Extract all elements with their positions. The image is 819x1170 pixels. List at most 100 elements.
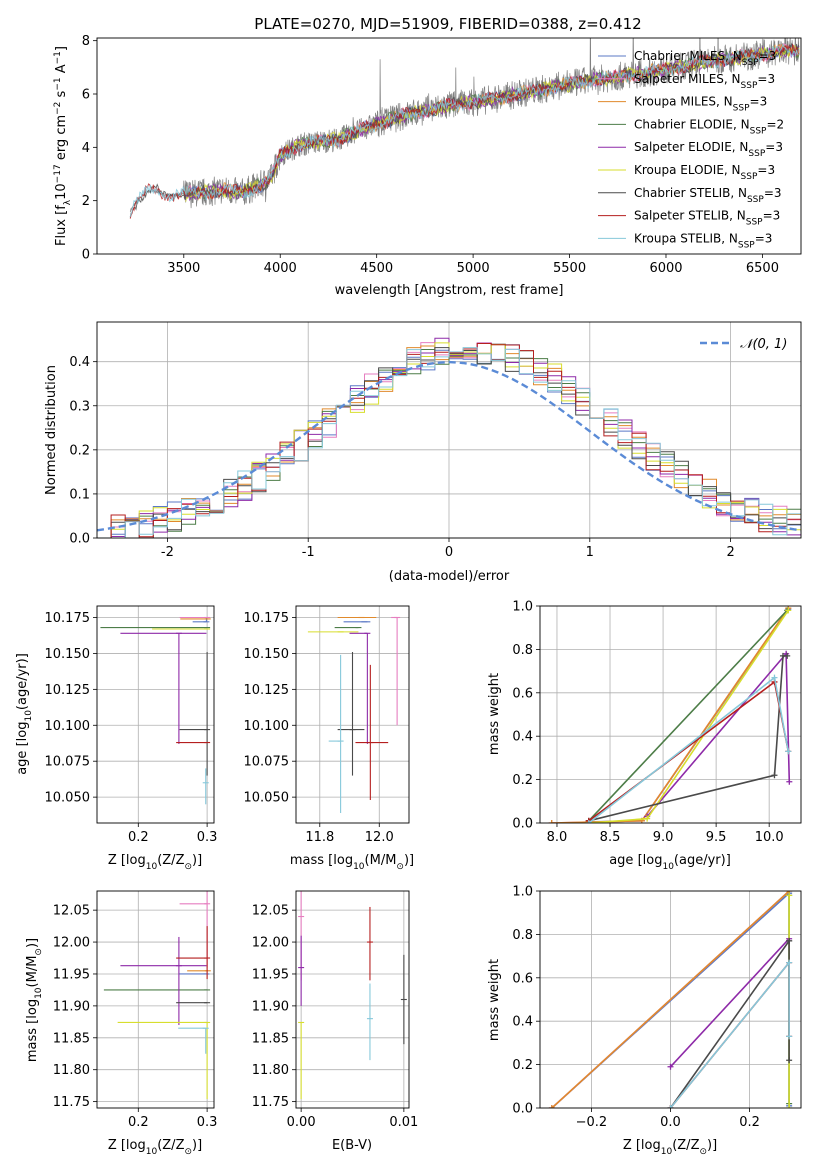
axis-box — [96, 321, 802, 539]
axes-age_vs_mass: 11.8 12.0 10.050 10.075 10.100 10.125 10.150 10… — [244, 605, 414, 872]
grid — [97, 606, 214, 823]
series-chabrier-elodie — [585, 607, 791, 823]
y-axis-label: mass weight — [487, 959, 502, 1041]
plot-area — [548, 891, 793, 1108]
x-axis-label: age [log10(age/yr)] — [609, 853, 731, 872]
series-marker — [667, 1105, 674, 1108]
x-tick-label: -2 — [161, 545, 174, 560]
y-tick-label: 1.0 — [512, 600, 533, 615]
y-axis-label: Normed distribution — [44, 365, 59, 495]
y-tick-label: 11.75 — [252, 1095, 289, 1110]
y-tick-label: 8 — [82, 34, 90, 49]
series-marker — [771, 674, 778, 681]
y-tick-label: 0.8 — [512, 928, 533, 943]
axes-weight_vs_age: 8.0 8.5 9.0 9.5 10.0 0.0 0.2 0.4 0.6 0.8 1.0 age [l… — [487, 600, 802, 872]
x-axis-label: Z [log10(Z/Z⊙)] — [108, 853, 202, 872]
axes-mass_vs_Z: 0.2 0.3 11.75 11.80 11.85 11.90 11.95 12.00 12.0… — [25, 890, 217, 1157]
y-tick-label: 11.80 — [252, 1063, 289, 1078]
y-tick-label: 2 — [82, 194, 90, 209]
legend-label-kroupa-stelib: Kroupa STELIB, NSSP=3 — [634, 231, 772, 250]
y-tick-label: 0.2 — [69, 443, 90, 458]
y-axis-label: age [log10(age/yr)] — [15, 653, 34, 775]
series-chabrier-stelib — [667, 937, 793, 1108]
x-tick-label: −0.2 — [576, 1115, 608, 1130]
plot-area — [548, 606, 793, 823]
point-salpeter-stelib — [355, 664, 389, 801]
y-tick-label: 0.4 — [69, 355, 90, 370]
plot-area — [100, 616, 211, 805]
series-line — [588, 609, 789, 823]
point-salpeter-elodie — [120, 632, 207, 744]
axis-frame: -2 -1 0 1 2 0.0 0.1 0.2 0.3 0.4 (data-model)/error… — [44, 321, 802, 584]
series-line — [551, 891, 790, 1108]
series-salpeter-elodie — [644, 650, 793, 820]
x-axis-label: E(B-V) — [332, 1138, 372, 1153]
axes-mass_vs_EBV: 0.00 0.01 11.75 11.80 11.85 11.90 11.95 12.00 12… — [252, 890, 418, 1153]
y-axis-label: mass [log10(M/M⊙)] — [25, 938, 44, 1062]
plot-area — [307, 616, 401, 813]
x-tick-label: 0.01 — [389, 1115, 418, 1130]
series-salpeter-miles — [548, 606, 792, 823]
series-kroupa-miles — [548, 606, 792, 823]
x-tick-label: 10.0 — [755, 830, 784, 845]
grid — [97, 891, 214, 1108]
y-tick-label: 11.95 — [53, 967, 90, 982]
y-tick-label: 10.100 — [244, 719, 290, 734]
x-axis-label: (data-model)/error — [389, 569, 510, 584]
series-marker — [786, 937, 793, 944]
grid — [296, 891, 409, 1108]
histogram-kroupa-stelib — [97, 347, 801, 538]
x-tick-label: 9.5 — [706, 830, 727, 845]
series-marker — [786, 892, 793, 899]
y-tick-label: 11.75 — [53, 1095, 90, 1110]
legend-label-kroupa-miles: Kroupa MILES, NSSP=3 — [634, 95, 767, 114]
axis-frame: −0.2 0.0 0.2 0.0 0.2 0.4 0.6 0.8 1.0 Z [log10(Z/Z… — [487, 885, 802, 1157]
point-salpeter-miles — [391, 616, 401, 726]
series-line — [588, 609, 788, 822]
axis-box — [539, 605, 802, 824]
series-marker — [548, 1105, 555, 1108]
axes-spectrum: 3500 4000 4500 5000 5500 6000 6500 0 2 4 6 8 wavelen… — [53, 34, 802, 298]
series-line — [669, 938, 790, 1108]
x-tick-label: -1 — [302, 545, 315, 560]
axes-residuals: -2 -1 0 1 2 0.0 0.1 0.2 0.3 0.4 (data-model)/error… — [44, 321, 802, 584]
x-tick-label: 12.0 — [365, 830, 394, 845]
y-tick-label: 10.050 — [45, 791, 91, 806]
point-salpeter-elodie — [298, 935, 305, 1006]
x-tick-label: 4000 — [264, 261, 297, 276]
x-tick-label: 8.0 — [547, 830, 568, 845]
x-axis-label: Z [log10(Z/Z⊙)] — [108, 1138, 202, 1157]
y-axis-label: Flux [fλ10−17 erg cm−2 s−1 A−1] — [53, 46, 73, 246]
y-tick-label: 10.150 — [45, 647, 91, 662]
legend-label-normal: 𝒩(0, 1) — [740, 337, 787, 352]
series-marker — [644, 815, 651, 822]
x-axis-label: wavelength [Angstrom, rest frame] — [335, 283, 564, 298]
y-tick-label: 0.0 — [69, 532, 90, 547]
legend-label-salpeter-elodie: Salpeter ELODIE, NSSP=3 — [634, 140, 783, 159]
point-chabrier-miles — [192, 617, 210, 623]
series-marker — [785, 748, 792, 755]
plot-area — [129, 38, 800, 219]
series-line — [669, 938, 790, 1068]
x-tick-label: 6500 — [746, 261, 779, 276]
axis-box — [539, 890, 802, 1109]
point-chabrier-stelib — [400, 954, 407, 1045]
y-tick-label: 10.150 — [244, 647, 290, 662]
point-salpeter-elodie — [120, 936, 207, 1026]
plot-area — [97, 337, 801, 538]
point-kroupa-stelib — [328, 654, 344, 813]
y-tick-label: 12.00 — [252, 936, 289, 951]
figure-title: PLATE=0270, MJD=51909, FIBERID=0388, z=0… — [254, 15, 641, 33]
x-axis-label: Z [log10(Z/Z⊙)] — [623, 1138, 717, 1157]
y-tick-label: 0.1 — [69, 487, 90, 502]
x-tick-label: 5500 — [553, 261, 586, 276]
axis-box — [96, 605, 215, 824]
x-tick-label: 2 — [726, 545, 734, 560]
axis-frame: 0.2 0.3 11.75 11.80 11.85 11.90 11.95 12.00 12.0… — [25, 890, 217, 1157]
y-tick-label: 11.80 — [53, 1063, 90, 1078]
x-tick-label: 8.5 — [600, 830, 621, 845]
y-tick-label: 11.90 — [53, 999, 90, 1014]
series-marker — [786, 778, 793, 785]
y-axis-label: mass weight — [487, 673, 502, 755]
model-spectrum-kroupa-stelib — [129, 43, 799, 218]
